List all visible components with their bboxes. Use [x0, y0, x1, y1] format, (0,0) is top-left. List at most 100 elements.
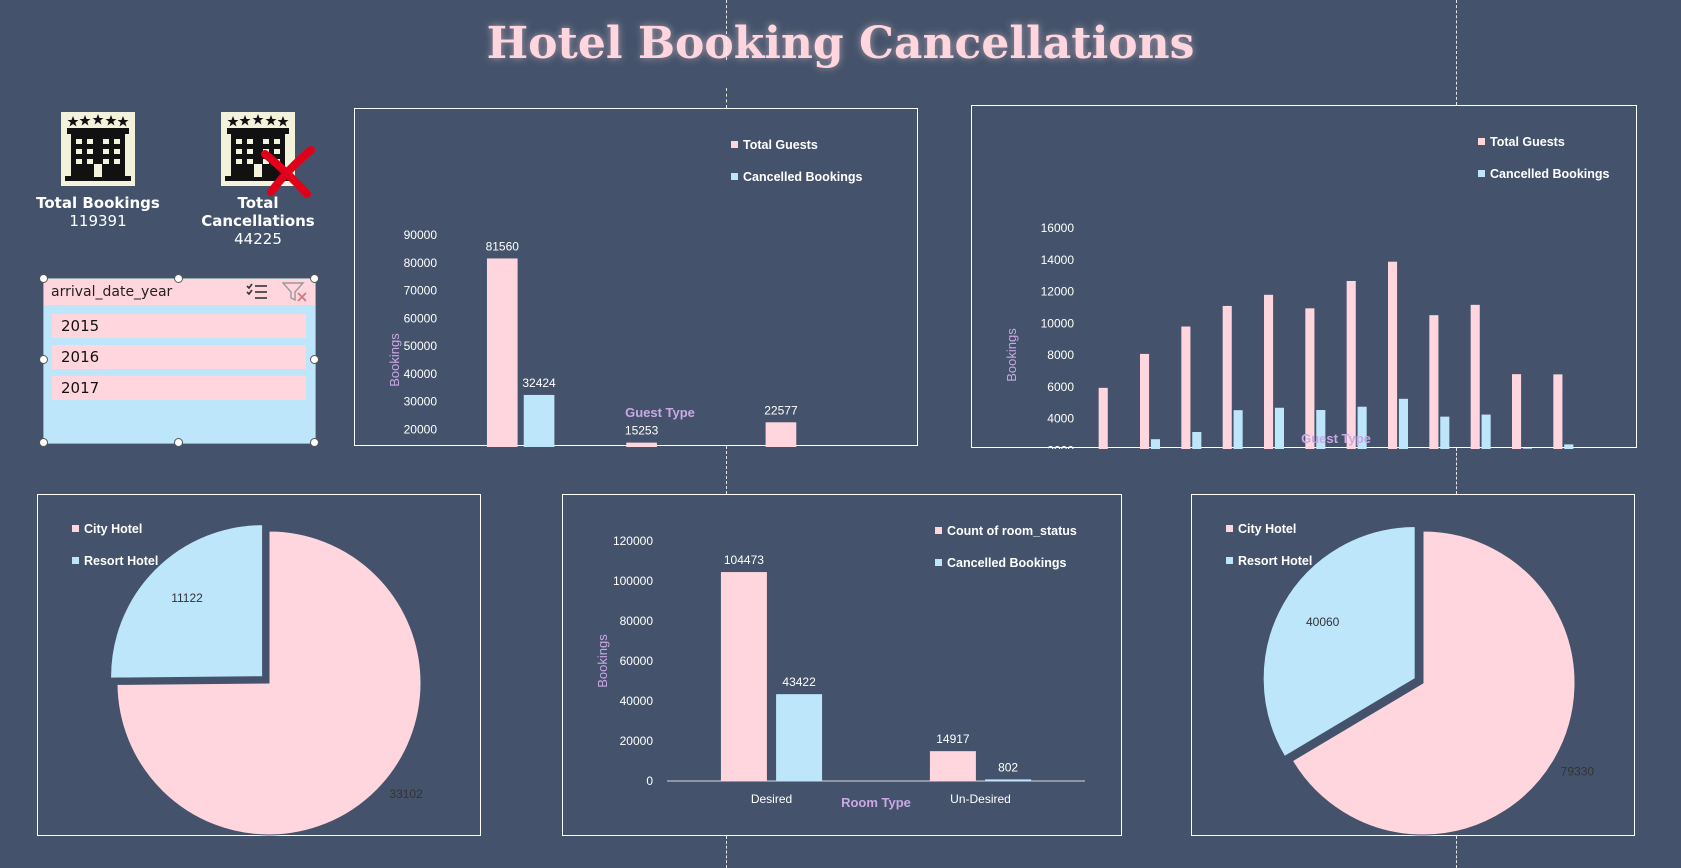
pie-slice-resort-hotel [110, 524, 264, 679]
chart-svg: 79330 40060 City Hotel Resort Hotel [1226, 522, 1594, 836]
kpi-label: Total Cancellations [201, 194, 315, 230]
y-axis-title: Bookings [595, 634, 610, 688]
pie-data-label: 33102 [389, 787, 423, 801]
pie-slice-resort-hotel [1262, 526, 1416, 758]
hotel-total-bookings-pie[interactable]: 79330 40060 City Hotel Resort Hotel [1191, 494, 1635, 836]
legend-swatch [1478, 170, 1485, 177]
bar-pink [486, 258, 518, 447]
data-label: 81560 [486, 239, 520, 253]
resize-handle[interactable] [310, 274, 319, 283]
legend-swatch [1226, 557, 1233, 564]
divider-line [726, 88, 727, 108]
y-tick-label: 70000 [404, 284, 438, 298]
resize-handle[interactable] [39, 355, 48, 364]
resize-handle[interactable] [174, 274, 183, 283]
y-tick-label: 40000 [620, 694, 654, 708]
slicer-item-2015[interactable]: 2015 [52, 314, 306, 338]
divider-line [726, 836, 727, 868]
resize-handle[interactable] [39, 274, 48, 283]
bar-blue [1481, 414, 1491, 449]
bar-blue [1150, 439, 1161, 449]
y-tick-label: 4000 [1047, 412, 1074, 426]
legend-label: Count of room_status [947, 524, 1077, 538]
divider-line [1456, 836, 1457, 868]
divider-line [1456, 0, 1457, 105]
hotel-icon [61, 112, 135, 186]
bar-blue [1357, 406, 1367, 449]
bar-pink [1263, 294, 1274, 449]
legend-swatch [1226, 525, 1233, 532]
bar-pink [1470, 304, 1480, 449]
bar-blue [1192, 432, 1202, 449]
y-axis-title: Bookings [1004, 328, 1019, 382]
y-tick-label: 20000 [620, 734, 654, 748]
bar-blue [1274, 407, 1285, 449]
chart-svg: 0100002000030000400005000060000700008000… [387, 138, 863, 447]
bar-pink [1387, 261, 1398, 449]
legend-label: Total Guests [743, 138, 818, 152]
legend-label: City Hotel [84, 522, 142, 536]
bar-pink [1511, 374, 1522, 449]
slicer-item-2017[interactable]: 2017 [52, 376, 306, 400]
y-tick-label: 50000 [404, 339, 438, 353]
resize-handle[interactable] [310, 355, 319, 364]
legend-label: Resort Hotel [84, 554, 158, 568]
legend-swatch [72, 525, 79, 532]
pie-slice-city-hotel [1291, 530, 1576, 836]
legend-label: City Hotel [1238, 522, 1296, 536]
y-tick-label: 2000 [1047, 443, 1074, 449]
slicer-item-2016[interactable]: 2016 [52, 345, 306, 369]
y-tick-label: 6000 [1047, 380, 1074, 394]
dashboard-title: Hotel Booking Cancellations [486, 18, 1195, 69]
pie-data-label: 40060 [1306, 615, 1340, 629]
y-tick-label: 80000 [620, 614, 654, 628]
y-tick-label: 16000 [1041, 221, 1075, 235]
bar-pink [1098, 387, 1108, 449]
y-tick-label: 0 [646, 774, 653, 788]
y-tick-label: 90000 [404, 228, 438, 242]
chart-svg: 0 20000 40000 60000 80000 100000 120000 104473 4… [595, 524, 1085, 810]
bar-pink [1346, 281, 1356, 449]
multi-select-icon[interactable] [246, 283, 268, 310]
bar-pink [720, 572, 767, 781]
resize-handle[interactable] [39, 438, 48, 447]
bar-blue [985, 779, 1032, 781]
y-tick-label: 100000 [613, 574, 653, 588]
x-axis-title: Room Type [841, 795, 911, 810]
legend-swatch [731, 141, 738, 148]
bar-pink [929, 751, 976, 781]
data-label: 32424 [522, 376, 556, 390]
y-tick-label: 60000 [620, 654, 654, 668]
year-slicer[interactable]: arrival_date_year 2015 2016 2017 [43, 278, 316, 444]
bar-pink [1181, 326, 1191, 449]
guest-type-chart[interactable]: 0100002000030000400005000060000700008000… [354, 108, 918, 447]
bar-blue [1398, 398, 1409, 449]
x-tick-label: Desired [751, 792, 792, 806]
chart-svg: 33102 11122 City Hotel Resort Hotel [72, 522, 423, 836]
divider-line [1456, 448, 1457, 494]
divider-line [726, 0, 727, 60]
kpi-label: Total Bookings [36, 194, 160, 212]
resize-handle[interactable] [310, 438, 319, 447]
y-tick-label: 12000 [1041, 285, 1075, 299]
x-axis-title: Guest Type [1301, 431, 1371, 446]
room-type-chart[interactable]: 0 20000 40000 60000 80000 100000 120000 104473 4… [562, 494, 1122, 836]
clear-filter-icon[interactable] [281, 282, 308, 311]
slicer-title: arrival_date_year [51, 284, 173, 300]
hotel-cancellations-pie[interactable]: 33102 11122 City Hotel Resort Hotel [37, 494, 481, 836]
divider-line [726, 446, 727, 494]
slicer-header: arrival_date_year [44, 279, 315, 305]
kpi-total-bookings: Total Bookings 119391 [23, 112, 173, 230]
bar-pink [1553, 374, 1563, 449]
chart-svg: 0200040006000800010000120001400016000Jan… [1004, 135, 1610, 449]
y-tick-label: 80000 [404, 256, 438, 270]
data-label: 802 [998, 760, 1018, 774]
hotel-cancel-icon [221, 112, 315, 198]
monthly-bookings-chart[interactable]: 0200040006000800010000120001400016000Jan… [971, 105, 1637, 449]
legend-swatch [1478, 138, 1485, 145]
resize-handle[interactable] [174, 438, 183, 447]
legend-swatch [731, 173, 738, 180]
legend-label: Cancelled Bookings [743, 170, 863, 184]
y-tick-label: 20000 [404, 422, 438, 436]
data-label: 22577 [764, 403, 798, 417]
